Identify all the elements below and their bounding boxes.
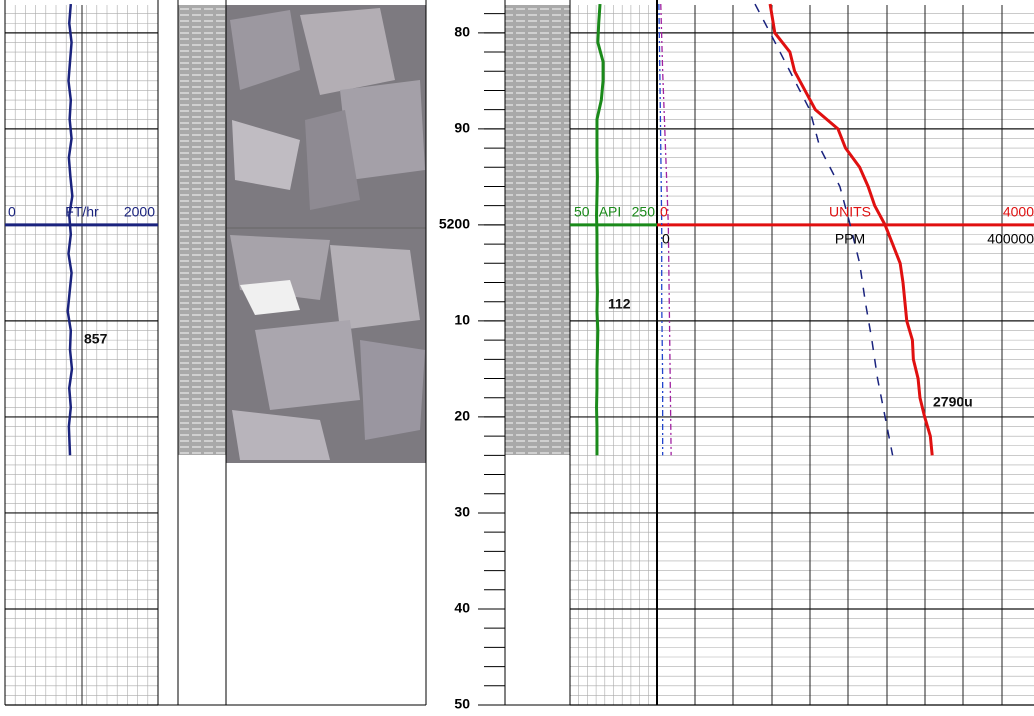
log-curve <box>595 3 605 456</box>
annotation: 112 <box>608 296 631 312</box>
annotation: 2790u <box>933 394 973 410</box>
scale-label: 0 <box>662 231 670 247</box>
cuttings-photo <box>226 5 426 463</box>
scale-label: 250 <box>632 204 656 220</box>
annotation: 857 <box>84 331 108 347</box>
scale-label: 0 <box>660 204 668 220</box>
scale-label: 4000 <box>1003 204 1034 220</box>
log-curve <box>754 3 894 456</box>
lithology-column <box>178 5 226 455</box>
depth-label: 50 <box>454 696 470 712</box>
depth-label: 80 <box>454 24 470 40</box>
scale-label: 400000 <box>987 231 1034 247</box>
log-curve <box>66 3 74 456</box>
scale-label: 0 <box>8 204 16 220</box>
depth-label: 20 <box>454 408 470 424</box>
scale-label: 2000 <box>124 204 155 220</box>
scale-label: 50 <box>574 204 590 220</box>
depth-label: 5200 <box>439 216 470 232</box>
depth-label: 30 <box>454 504 470 520</box>
lithology-column <box>505 5 570 455</box>
depth-label: 90 <box>454 120 470 136</box>
depth-label: 40 <box>454 600 470 616</box>
log-curve <box>658 4 664 456</box>
scale-label: API <box>599 204 622 220</box>
scale-label: PPM <box>835 231 865 247</box>
log-curve <box>768 3 934 456</box>
scale-label: FT/hr <box>65 204 99 220</box>
depth-label: 10 <box>454 312 470 328</box>
scale-label: UNITS <box>829 204 871 220</box>
log-curve <box>660 4 672 456</box>
